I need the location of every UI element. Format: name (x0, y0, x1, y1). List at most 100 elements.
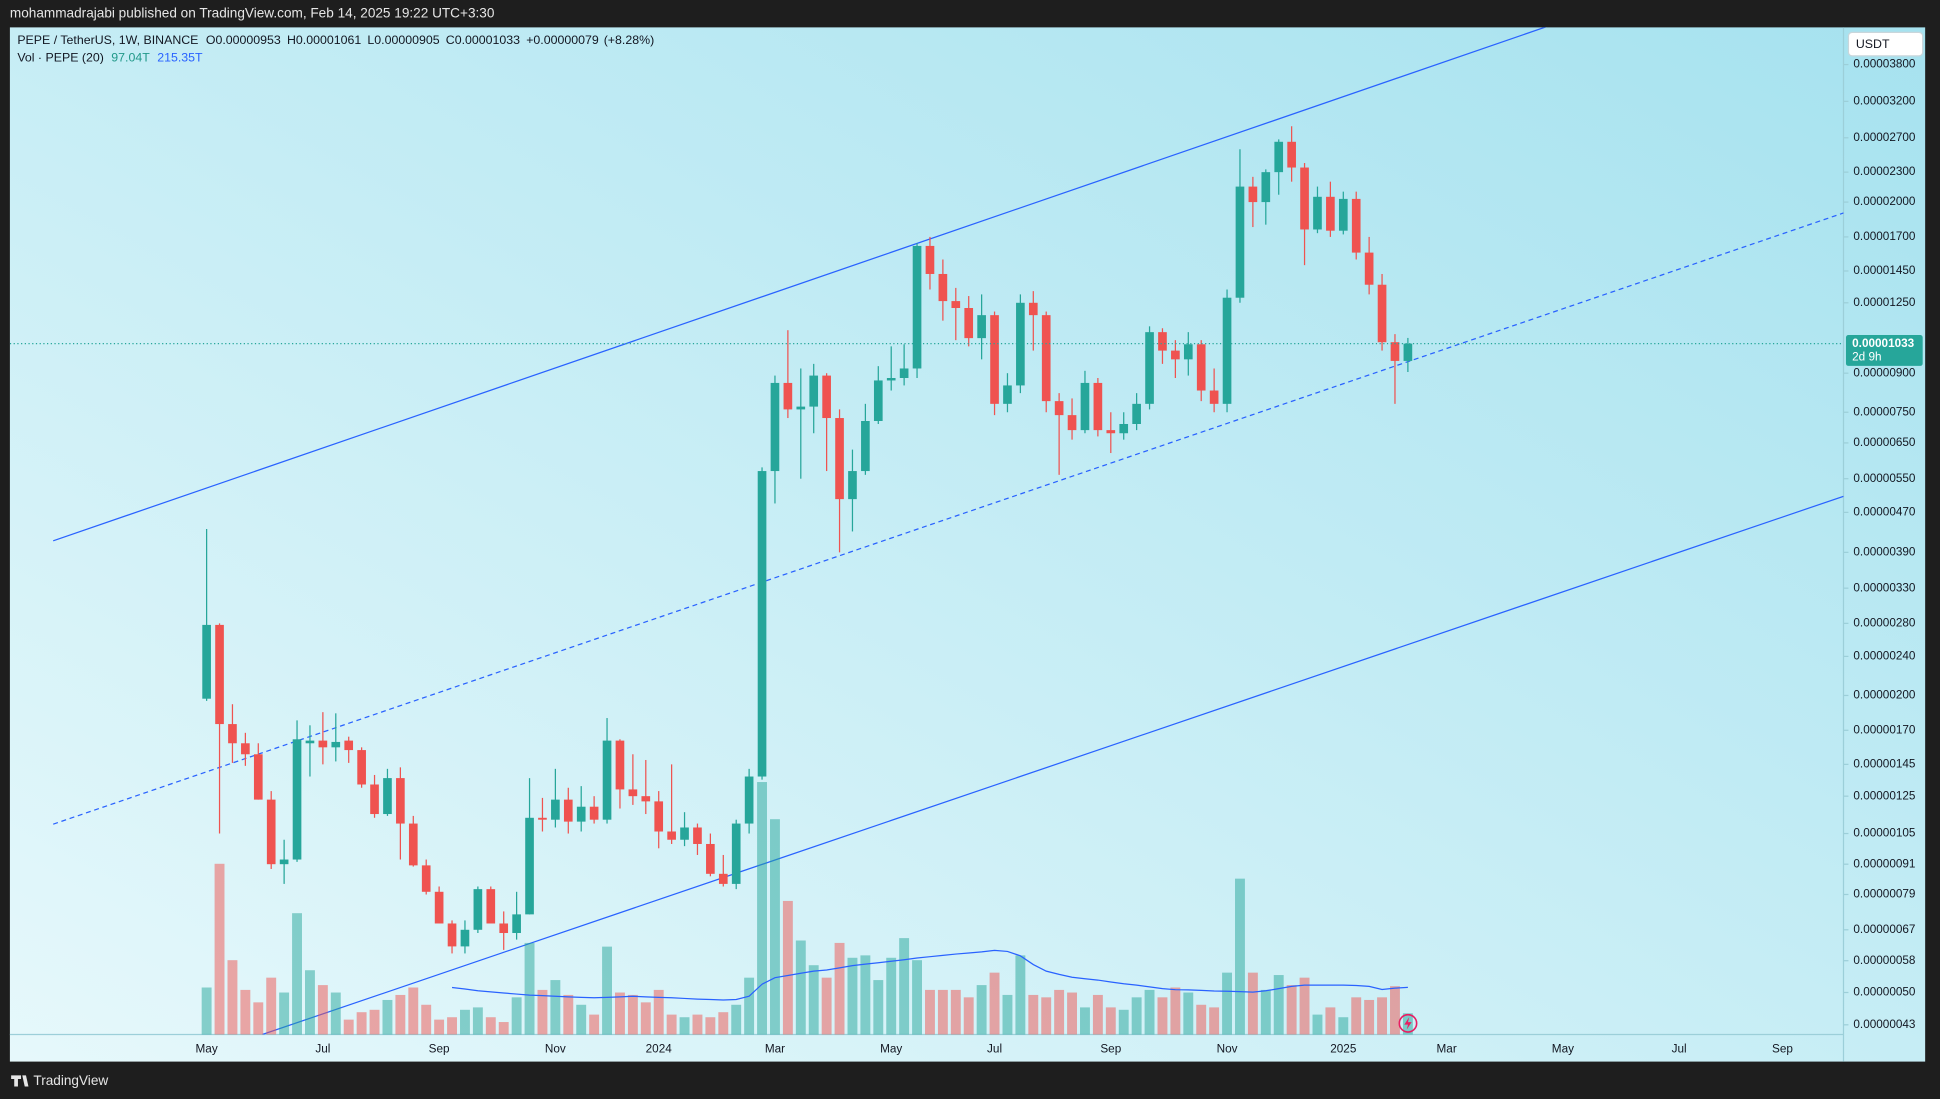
volume-bar (576, 1004, 587, 1035)
legend-label: H (287, 33, 296, 47)
legend-high: 0.00001061 (296, 33, 361, 47)
y-tick-label: 0.00000240 (1853, 650, 1916, 663)
legend-label: O (206, 33, 216, 47)
volume-bar (292, 913, 302, 1035)
x-tick-label: May (196, 1042, 218, 1055)
volume-last: 97.04T (111, 51, 150, 65)
volume-bar (666, 1014, 677, 1035)
volume-bar (1067, 992, 1077, 1035)
candle-body (1106, 430, 1116, 434)
volume-bar (782, 900, 793, 1035)
volume-bar (330, 992, 341, 1035)
volume-bar (317, 985, 328, 1035)
candle-body (861, 420, 870, 472)
volume-bar (563, 994, 574, 1035)
candle-body (1067, 415, 1077, 431)
volume-ma-line (451, 949, 1408, 1001)
event-icon[interactable] (1398, 1013, 1418, 1033)
channel-upper (53, 27, 1547, 542)
volume-bar (950, 989, 961, 1035)
candle-body (731, 823, 741, 884)
volume-bar (1390, 986, 1400, 1035)
y-tick-label: 0.00000650 (1853, 436, 1916, 449)
volume-bar (705, 1017, 716, 1035)
volume-bar (511, 997, 522, 1035)
volume-ma-last: 215.35T (157, 51, 203, 65)
plot-background (9, 27, 1926, 1062)
candle-body (434, 891, 444, 924)
currency-button[interactable] (1847, 31, 1924, 57)
candle-body (1041, 315, 1051, 402)
candle-body (305, 740, 315, 744)
volume-bar (731, 1004, 742, 1035)
volume-bar (770, 819, 780, 1035)
candle-body (486, 889, 496, 924)
volume-bar (227, 960, 238, 1035)
x-tick-label: Nov (545, 1042, 566, 1055)
y-tick-label: 0.00002000 (1853, 195, 1916, 208)
volume-bar (873, 980, 884, 1035)
candle-body (938, 273, 948, 302)
volume-bar (808, 965, 819, 1035)
volume-bar (408, 987, 419, 1035)
volume-bar (679, 1017, 690, 1035)
event-icon-bolt (1404, 1017, 1412, 1030)
candle-body (1377, 284, 1387, 343)
candle-body (873, 380, 883, 421)
x-tick-label: Nov (1217, 1042, 1238, 1055)
y-tick-label: 0.00000091 (1853, 857, 1915, 870)
currency[interactable]: USDT (1856, 37, 1890, 51)
volume-bar (240, 989, 251, 1035)
candle-body (899, 368, 909, 378)
y-tick-label: 0.00000280 (1853, 616, 1916, 629)
candle-body (1209, 390, 1219, 404)
y-tick-label: 0.00000079 (1853, 888, 1915, 901)
candle-body (228, 724, 237, 744)
candle-body (1338, 198, 1348, 231)
candle-body (1054, 401, 1064, 416)
volume-bar (1260, 989, 1271, 1035)
footer-bar (0, 1061, 1940, 1099)
candle-body (279, 859, 289, 865)
candle-body (744, 776, 754, 824)
y-tick-label: 0.00001450 (1853, 264, 1916, 277)
candle-body (964, 308, 974, 339)
legend-main: PEPE / TetherUS, 1W, BINANCE O0.00000953 H… (17, 33, 654, 47)
y-tick-label: 0.00000750 (1853, 405, 1916, 418)
legend-label: C (446, 33, 455, 47)
x-tick-label: 2024 (646, 1042, 673, 1055)
candle-body (1390, 342, 1400, 361)
candle-body (757, 471, 767, 777)
candle-body (396, 778, 405, 824)
y-tick-label: 0.00003200 (1853, 94, 1916, 107)
y-tick-label: 0.00000550 (1853, 472, 1916, 485)
volume-bar (718, 1012, 729, 1035)
last-price-box (1845, 334, 1923, 366)
volume-bar (434, 1019, 445, 1035)
candle-body (253, 754, 263, 800)
volume-bar (1015, 955, 1026, 1035)
volume-bar (1299, 977, 1310, 1035)
x-tick-label: Sep (1100, 1042, 1121, 1055)
x-tick-label: Sep (429, 1042, 450, 1055)
volume-bar (421, 1004, 432, 1035)
last-price-label: 0.00001033 (1852, 337, 1915, 350)
volume-bar (602, 946, 612, 1035)
y-tick-label: 0.00000050 (1853, 986, 1916, 999)
candle-body (1403, 343, 1413, 361)
volume-bar (305, 970, 315, 1035)
y-tick-label: 0.00000145 (1853, 757, 1916, 770)
candle-body (589, 806, 599, 820)
candle-body (1171, 350, 1180, 360)
volume-bar (1002, 994, 1013, 1035)
volume-bar (589, 1014, 600, 1035)
candle-body (1080, 382, 1090, 431)
candle-body (447, 923, 457, 947)
x-tick-label: Mar (765, 1042, 785, 1055)
candle-body (357, 750, 366, 785)
candle-body (1274, 141, 1284, 173)
volume-bar (1338, 1017, 1349, 1035)
x-tick-label: Mar (1437, 1042, 1457, 1055)
volume-bar (1080, 1007, 1090, 1035)
